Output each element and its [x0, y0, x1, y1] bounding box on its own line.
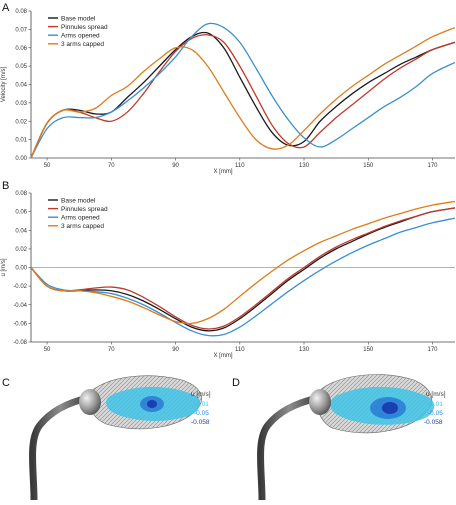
- colorbar-legend-c: u [m/s] -0.01 -0.05 -0.058: [191, 391, 211, 426]
- colorbar-level-2: -0.05: [428, 410, 443, 417]
- colorbar-level-1: -0.01: [428, 401, 443, 408]
- chart-a-series-3-arms-capped: [30, 26, 456, 159]
- chart-b-y-tick-label: 0.02: [15, 247, 27, 253]
- chart-a-series-base-model: [30, 31, 456, 159]
- chart-a-y-tick-label: 0.06: [15, 46, 27, 52]
- chart-a-legend-label: Base model: [61, 15, 96, 22]
- chart-a-x-tick-label: 150: [363, 163, 374, 169]
- chart-b-series-arms-opened: [30, 217, 456, 337]
- stalk: [257, 394, 322, 504]
- chart-b-y-tick-label: -0.06: [13, 321, 27, 327]
- chart-a-x-tick-label: 170: [428, 163, 439, 169]
- panel-letter-d: D: [232, 377, 240, 389]
- colorbar-title: u [m/s]: [191, 391, 211, 398]
- chart-b-x-tick-label: 110: [235, 347, 245, 353]
- chart-a-legend-label: 3 arms capped: [61, 41, 104, 48]
- chart-b-series-3-arms-capped: [30, 200, 456, 325]
- crinoid-illustration-d: [257, 374, 435, 504]
- chart-a-y-tick-label: 0.03: [15, 101, 27, 107]
- colorbar-level-2: -0.05: [194, 410, 209, 417]
- chart-b-y-tick-label: -0.04: [13, 303, 27, 309]
- chart-a-x-tick-label: 70: [108, 163, 115, 169]
- chart-a-series-arms-opened: [30, 22, 456, 159]
- panel-letter-b: B: [2, 180, 9, 192]
- chart-b-x-tick-label: 70: [108, 347, 115, 353]
- chart-a-y-tick-label: 0.08: [15, 9, 27, 15]
- calyx-head: [79, 389, 101, 415]
- flow-region-dark: [147, 400, 157, 408]
- chart-b-x-tick-label: 50: [44, 347, 51, 353]
- chart-b-legend-label: Pinnules spread: [61, 206, 108, 213]
- calyx-head: [309, 389, 331, 415]
- chart-b-y-tick-label: 0.04: [15, 228, 27, 234]
- chart-a-x-tick-label: 110: [235, 163, 245, 169]
- chart-b-y-tick-label: -0.08: [13, 340, 27, 346]
- chart-a-x-tick-label: 50: [44, 163, 51, 169]
- chart-a-series-pinnules-spread: [30, 34, 456, 159]
- chart-a-y-tick-label: 0.02: [15, 119, 27, 125]
- chart-b-series-base-model: [30, 207, 456, 332]
- chart-a-y-axis-label: Velocity [m/s]: [1, 66, 7, 102]
- flow-region-dark: [382, 402, 398, 414]
- chart-b-legend-label: 3 arms capped: [61, 223, 104, 230]
- colorbar-legend-d: u [m/s] -0.01 -0.05 -0.058: [424, 391, 446, 426]
- chart-a-y-tick-label: 0.07: [15, 27, 27, 33]
- chart-b-y-axis-label: u [m/s]: [1, 258, 7, 276]
- chart-b-series-pinnules-spread: [30, 207, 456, 330]
- chart-a-legend-label: Pinnules spread: [61, 24, 108, 31]
- colorbar-level-1: -0.01: [194, 401, 209, 408]
- chart-b-legend-label: Arms opened: [61, 215, 100, 222]
- chart-b-y-tick-label: 0.08: [15, 191, 27, 197]
- chart-b-x-tick-label: 150: [363, 347, 374, 353]
- chart-b-x-tick-label: 130: [299, 347, 310, 353]
- colorbar-level-3: -0.058: [424, 419, 443, 426]
- panel-letter-a: A: [2, 2, 10, 14]
- chart-a-x-tick-label: 90: [172, 163, 179, 169]
- chart-b-x-axis-label: X [mm]: [214, 353, 233, 359]
- crinoid-illustration-c: [29, 375, 202, 504]
- chart-a-y-tick-label: 0.05: [15, 64, 27, 70]
- chart-a-y-tick-label: 0.04: [15, 83, 27, 89]
- chart-b-legend-label: Base model: [61, 197, 96, 204]
- chart-a-legend-label: Arms opened: [61, 33, 100, 40]
- chart-a-x-tick-label: 130: [299, 163, 310, 169]
- chart-b-y-tick-label: 0.06: [15, 210, 27, 216]
- chart-b-y-tick-label: 0.00: [15, 266, 27, 272]
- chart-b-x-tick-label: 170: [428, 347, 439, 353]
- chart-a-y-tick-label: 0.01: [15, 138, 27, 144]
- chart-a: 50 70 90 110 130 150 170 0.00 0.01 0.02 0.03 0.04 0…: [1, 9, 456, 175]
- chart-b: 50 70 90 110 130 150 170 -0.08 -0.06 -0.04 -0.02 0…: [1, 191, 456, 359]
- chart-b-x-tick-label: 90: [172, 347, 179, 353]
- chart-a-x-axis-label: X [mm]: [214, 169, 233, 175]
- panel-letter-c: C: [2, 377, 10, 389]
- colorbar-title: u [m/s]: [426, 391, 446, 398]
- stalk: [29, 394, 92, 504]
- chart-a-y-tick-label: 0.00: [15, 156, 27, 162]
- chart-b-y-tick-label: -0.02: [13, 284, 27, 290]
- colorbar-level-3: -0.058: [191, 419, 210, 426]
